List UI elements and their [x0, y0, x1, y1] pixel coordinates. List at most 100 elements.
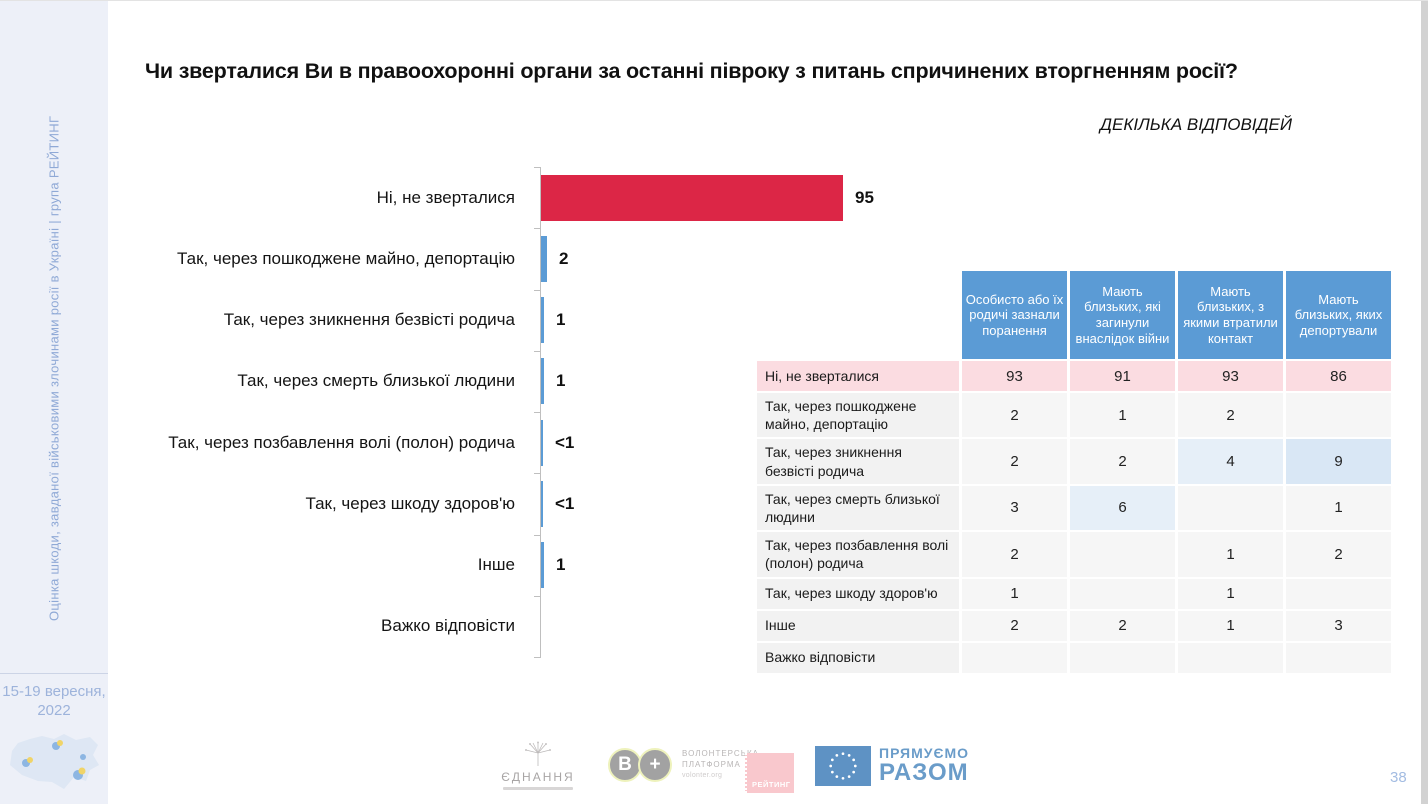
- axis-tick: [534, 657, 541, 658]
- bar-value-label: 2: [559, 248, 569, 268]
- bar-category-label: Так, через пошкоджене майно, депортацію: [177, 248, 515, 268]
- table-row-label: Так, через шкоду здоров'ю: [757, 578, 959, 609]
- axis-tick: [534, 535, 541, 536]
- table-cell: 1: [1070, 393, 1175, 438]
- slide-subtitle: ДЕКІЛЬКА ВІДПОВІДЕЙ: [1100, 115, 1292, 134]
- bar-track: 1: [541, 297, 566, 344]
- ednannia-tagline: [503, 787, 573, 790]
- table-corner-cell: [757, 271, 959, 359]
- bar-row: Так, через пошкоджене майно, депортацію 2: [145, 228, 905, 289]
- table-cell: 2: [1178, 393, 1283, 438]
- rating-group-logo: РЕЙТИНГ: [745, 753, 794, 793]
- axis-tick: [534, 596, 541, 597]
- table-cell: [1070, 532, 1175, 577]
- bar-value-label: 1: [556, 310, 566, 330]
- table-cell: [1178, 485, 1283, 531]
- table-cell: [1070, 642, 1175, 673]
- eu-logo-line1: ПРЯМУЄМО: [879, 745, 969, 761]
- bar-category-label: Ні, не зверталися: [376, 187, 515, 207]
- table-cell: 2: [1286, 532, 1391, 577]
- table-cell: 86: [1286, 361, 1391, 391]
- table-cell: [1286, 578, 1391, 609]
- bar-value-label: <1: [555, 493, 575, 513]
- bar-value-label: 1: [556, 555, 566, 575]
- volunteer-logo-url: volonter.org: [682, 772, 723, 780]
- survey-date: 15-19 вересня, 2022: [0, 683, 108, 721]
- volunteer-logo-line1: ВОЛОНТЕРСЬКА: [682, 749, 759, 759]
- rating-logo-text: РЕЙТИНГ: [752, 780, 791, 789]
- table-cell: 6: [1070, 485, 1175, 531]
- volunteer-platform-logo: В + ВОЛОНТЕРСЬКА ПЛАТФОРМА volonter.org: [608, 748, 759, 782]
- table-cell: 93: [1178, 361, 1283, 391]
- table-cell: 2: [962, 439, 1067, 484]
- axis-tick: [534, 167, 541, 168]
- table-cell: 2: [1070, 610, 1175, 641]
- bar-row: Ні, не зверталися 95: [145, 167, 905, 228]
- table-cell: 2: [962, 393, 1067, 438]
- volunteer-plus-icon: +: [638, 748, 672, 782]
- axis-tick: [534, 351, 541, 352]
- bar-category-label: Важко відповісти: [381, 616, 515, 636]
- bar: [541, 419, 543, 466]
- ednannia-logo-text: ЄДНАННЯ: [501, 770, 575, 784]
- table-cell: 2: [1070, 439, 1175, 484]
- bar-value-label: 1: [556, 371, 566, 391]
- survey-date-line1: 15-19 вересня,: [2, 683, 106, 700]
- sidebar: Оцінка шкоди, завданої військовими злочи…: [0, 1, 108, 804]
- bar: [541, 174, 843, 221]
- bar: [541, 297, 544, 344]
- bar-row: Так, через смерть близької людини 1: [145, 351, 905, 412]
- table-column-header: Мають близьких, яких депортували: [1286, 271, 1391, 359]
- table-row-label: Так, через пошкоджене майно, депортацію: [757, 393, 959, 438]
- bar-track: 1: [541, 542, 566, 589]
- bar-track: 1: [541, 358, 566, 405]
- table-row-label: Інше: [757, 610, 959, 641]
- bar-row: Так, через зникнення безвісті родича 1: [145, 290, 905, 351]
- bar-track: <1: [541, 480, 575, 527]
- volunteer-logo-line2: ПЛАТФОРМА: [682, 760, 741, 770]
- bar-category-label: Так, через зникнення безвісті родича: [223, 310, 515, 330]
- bar-row: Так, через позбавлення волі (полон) роди…: [145, 412, 905, 473]
- eu-flag-icon: [815, 746, 871, 786]
- eu-logo-line2: РАЗОМ: [879, 759, 969, 786]
- bar-chart: Ні, не зверталися 95 Так, через пошкоджене…: [145, 167, 905, 658]
- scrollbar-track[interactable]: [1421, 1, 1428, 804]
- ukraine-map-icon: [10, 734, 99, 789]
- eu-logo-text: ПРЯМУЄМО РАЗОМ: [879, 745, 969, 787]
- bar-row: Інше 1: [145, 535, 905, 596]
- table-cell: [1070, 578, 1175, 609]
- axis-tick: [534, 473, 541, 474]
- table-row-label: Так, через зникнення безвісті родича: [757, 439, 959, 484]
- table-cell: 2: [962, 610, 1067, 641]
- crosstab-table: Особисто або їх родичі зазнали поранення…: [757, 271, 1391, 673]
- table-cell: [962, 642, 1067, 673]
- table-cell: 91: [1070, 361, 1175, 391]
- bar-track: 95: [541, 174, 874, 221]
- bar-row: Так, через шкоду здоров'ю <1: [145, 473, 905, 534]
- table-cell: 1: [1178, 610, 1283, 641]
- bar-value-label: <1: [555, 432, 575, 452]
- slide-title: Чи зверталися Ви в правоохоронні органи …: [145, 59, 1238, 83]
- volunteer-logo-text: ВОЛОНТЕРСЬКА ПЛАТФОРМА volonter.org: [682, 749, 759, 780]
- survey-date-line2: 2022: [37, 701, 71, 719]
- bar-category-label: Так, через смерть близької людини: [237, 371, 515, 391]
- table-cell: 9: [1286, 439, 1391, 484]
- bar-value-label: 95: [855, 187, 874, 207]
- bar-row: Важко відповісти: [145, 596, 905, 657]
- bar-category-label: Так, через шкоду здоров'ю: [305, 493, 515, 513]
- axis-tick: [534, 228, 541, 229]
- bar-track: <1: [541, 419, 575, 466]
- bar: [541, 358, 544, 405]
- bar-category-label: Інше: [477, 555, 515, 575]
- table-cell: 1: [1178, 578, 1283, 609]
- bar: [541, 235, 547, 282]
- ednannia-logo: ЄДНАННЯ: [490, 741, 586, 790]
- volunteer-b-icon: В: [608, 748, 642, 782]
- bar-track: 2: [541, 235, 569, 282]
- table-column-header: Мають близьких, які загинули внаслідок в…: [1070, 271, 1175, 359]
- table-cell: [1286, 642, 1391, 673]
- table-row-label: Ні, не зверталися: [757, 361, 959, 391]
- axis-tick: [534, 290, 541, 291]
- table-cell: 1: [1178, 532, 1283, 577]
- bar: [541, 480, 543, 527]
